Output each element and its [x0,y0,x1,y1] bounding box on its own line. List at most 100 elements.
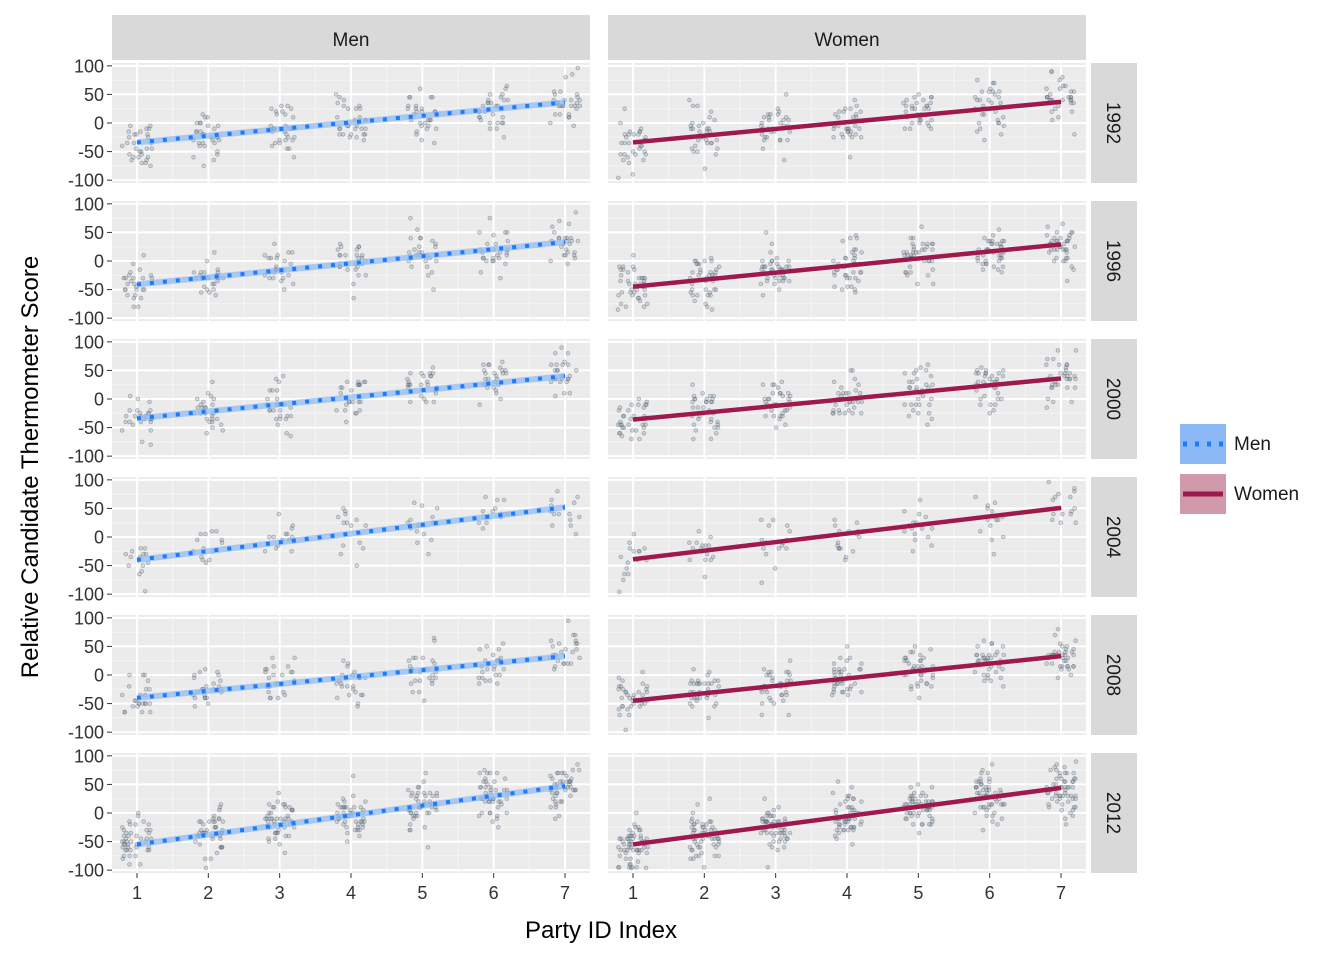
scatter-point [268,255,274,261]
scatter-point [699,850,704,856]
scatter-point [1071,664,1076,669]
scatter-point [982,137,987,143]
scatter-point [690,436,696,442]
scatter-point [929,784,935,790]
scatter-point [637,827,643,833]
scatter-point [282,692,288,698]
scatter-point [915,813,920,819]
scatter-point [419,503,425,508]
scatter-point [845,126,850,131]
scatter-point [615,422,621,428]
scatter-point [350,773,356,779]
scatter-point [916,250,921,255]
scatter-point [840,689,846,695]
scatter-point [922,247,927,252]
scatter-point [193,839,198,844]
scatter-point [691,422,697,428]
scatter-point [621,425,627,430]
scatter-point [763,819,769,824]
scatter-point [912,106,918,111]
scatter-point [335,100,341,106]
scatter-point [289,250,295,255]
scatter-point [350,684,356,689]
scatter-point [572,255,578,261]
scatter-point [424,126,430,131]
scatter-point [977,126,983,131]
scatter-point [713,430,719,436]
scatter-point [930,382,935,388]
scatter-point [147,701,153,706]
scatter-point [636,827,642,833]
scatter-point [198,531,204,537]
scatter-point [428,537,434,543]
scatter-point [120,824,125,830]
scatter-point [974,652,980,658]
scatter-point [853,290,858,295]
scatter-point [930,281,936,287]
scatter-point [904,97,909,103]
scatter-point [989,641,995,646]
scatter-point [983,784,988,790]
scatter-point [1071,100,1076,106]
scatter-point [121,827,127,833]
scatter-point [624,566,629,571]
scatter-point [703,287,709,292]
scatter-point [202,666,208,672]
scatter-point [1072,486,1077,491]
x-tick-label: 3 [771,883,781,903]
scatter-point [484,520,489,525]
y-tick-label: 0 [94,804,104,824]
scatter-point [483,779,489,784]
scatter-point [849,807,855,813]
scatter-point [925,534,931,540]
scatter-point [833,402,838,408]
scatter-point [270,275,276,281]
scatter-point [483,370,488,376]
scatter-point [779,830,784,836]
scatter-point [127,672,132,678]
scatter-point [758,830,764,836]
scatter-point [149,275,155,281]
scatter-point [1057,773,1063,779]
scatter-point [984,787,989,793]
scatter-point [778,836,784,841]
scatter-point [548,773,553,779]
scatter-point [1052,235,1057,241]
scatter-point [1057,77,1062,83]
scatter-point [859,819,864,824]
scatter-point [716,853,721,859]
scatter-point [770,517,776,523]
facet-strip-2004 [1091,477,1137,597]
scatter-point [691,149,696,154]
scatter-point [974,368,980,373]
scatter-point [913,402,919,408]
y-tick-label: -50 [78,556,104,576]
scatter-point [220,428,226,433]
scatter-point [616,864,622,870]
scatter-point [1063,646,1069,652]
scatter-point [419,106,425,111]
scatter-point [277,416,283,422]
y-tick-label: 0 [94,528,104,548]
scatter-point [831,410,836,416]
scatter-point [563,75,568,80]
scatter-point [144,157,149,163]
scatter-point [768,112,773,117]
scatter-point [989,641,995,646]
scatter-point [218,844,224,850]
scatter-point [616,264,622,270]
scatter-point [694,261,699,267]
scatter-point [340,796,346,801]
scatter-point [191,675,197,681]
scatter-point [917,497,923,503]
scatter-point [556,511,562,517]
scatter-point [978,779,984,784]
scatter-point [417,120,423,126]
scatter-point [998,241,1003,247]
scatter-point [487,810,493,816]
scatter-point [202,695,208,701]
scatter-point [138,546,144,551]
panel-men-1996 [112,201,590,321]
scatter-point [1049,382,1055,388]
scatter-point [408,681,414,686]
